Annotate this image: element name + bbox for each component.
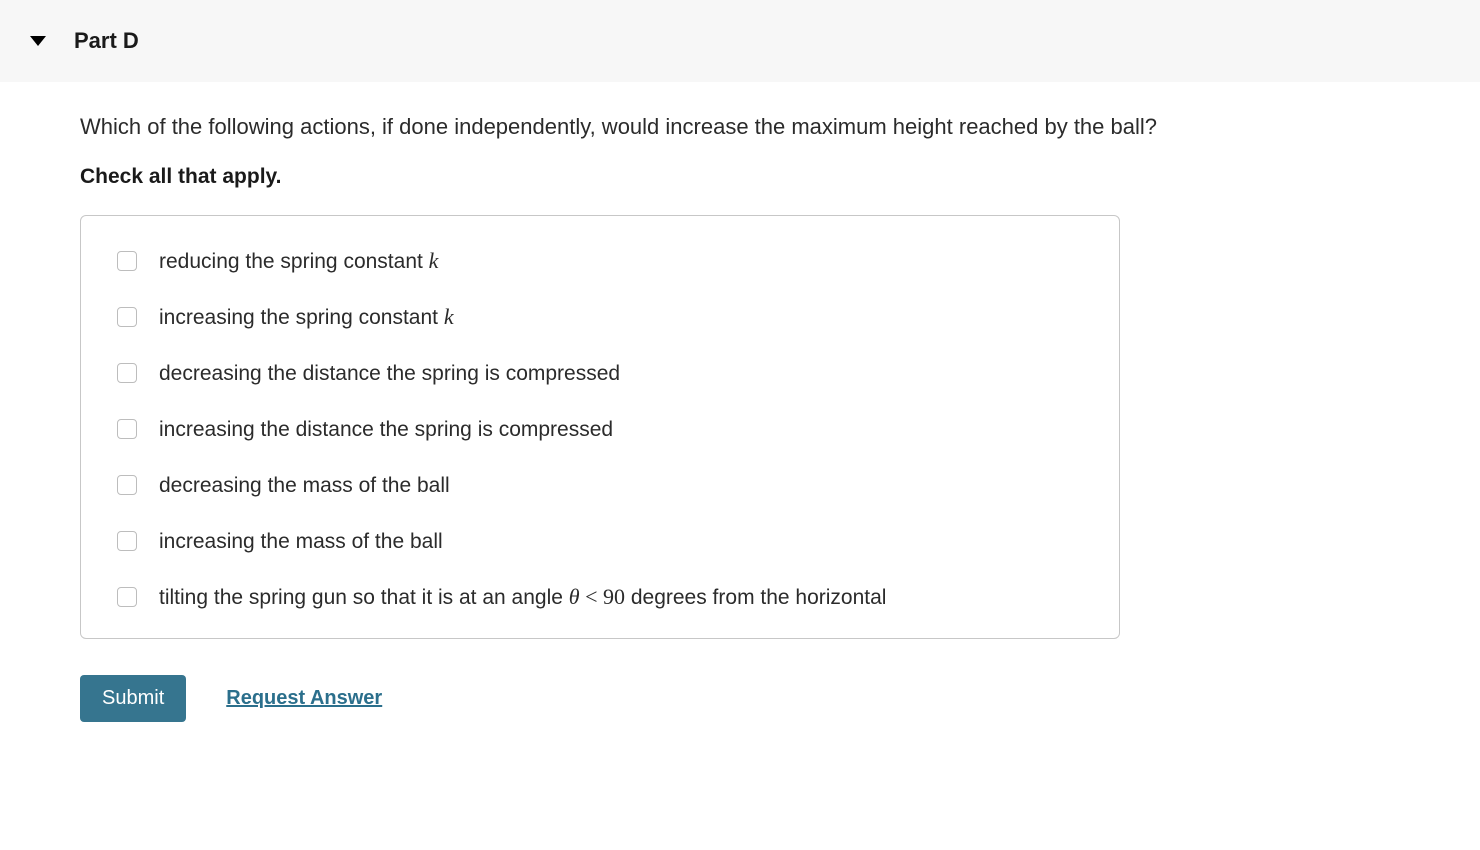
option-checkbox[interactable] (117, 531, 137, 551)
request-answer-link[interactable]: Request Answer (226, 687, 382, 710)
option-label: increasing the mass of the ball (159, 528, 443, 554)
option-checkbox[interactable] (117, 475, 137, 495)
options-box: reducing the spring constant k increasin… (80, 215, 1120, 639)
option-text-before: decreasing the mass of the ball (159, 474, 450, 497)
option-row: tilting the spring gun so that it is at … (117, 584, 1083, 610)
option-text-before: increasing the spring constant (159, 306, 444, 329)
option-checkbox[interactable] (117, 251, 137, 271)
option-row: increasing the spring constant k (117, 304, 1083, 330)
question-instruction: Check all that apply. (80, 165, 1480, 189)
option-label: decreasing the distance the spring is co… (159, 360, 620, 386)
option-math: θ < 90 (569, 584, 625, 609)
part-title: Part D (74, 28, 139, 54)
option-row: reducing the spring constant k (117, 248, 1083, 274)
option-row: decreasing the distance the spring is co… (117, 360, 1083, 386)
collapse-icon (30, 36, 46, 46)
option-label: increasing the distance the spring is co… (159, 416, 613, 442)
option-row: increasing the distance the spring is co… (117, 416, 1083, 442)
actions-row: Submit Request Answer (80, 675, 1480, 722)
option-checkbox[interactable] (117, 587, 137, 607)
option-text-before: increasing the distance the spring is co… (159, 418, 613, 441)
part-content: Which of the following actions, if done … (0, 82, 1480, 752)
option-checkbox[interactable] (117, 419, 137, 439)
option-checkbox[interactable] (117, 363, 137, 383)
option-math: k (429, 248, 439, 273)
part-header[interactable]: Part D (0, 0, 1480, 82)
option-label: decreasing the mass of the ball (159, 472, 450, 498)
option-label: tilting the spring gun so that it is at … (159, 584, 886, 610)
option-text-before: reducing the spring constant (159, 250, 429, 273)
submit-button[interactable]: Submit (80, 675, 186, 722)
option-row: decreasing the mass of the ball (117, 472, 1083, 498)
option-label: increasing the spring constant k (159, 304, 454, 330)
option-text-before: tilting the spring gun so that it is at … (159, 586, 569, 609)
question-text: Which of the following actions, if done … (80, 112, 1480, 143)
option-math: k (444, 304, 454, 329)
option-text-before: increasing the mass of the ball (159, 530, 443, 553)
option-label: reducing the spring constant k (159, 248, 438, 274)
option-text-before: decreasing the distance the spring is co… (159, 362, 620, 385)
option-row: increasing the mass of the ball (117, 528, 1083, 554)
option-text-after: degrees from the horizontal (625, 586, 886, 609)
option-checkbox[interactable] (117, 307, 137, 327)
